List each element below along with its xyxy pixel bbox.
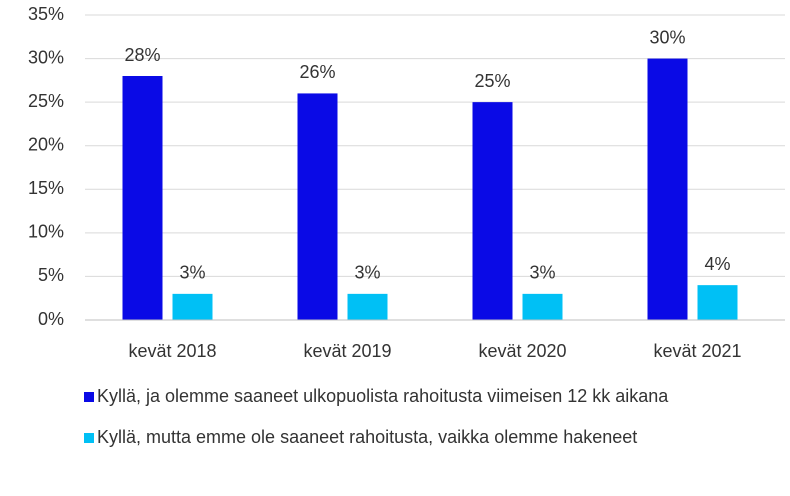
y-tick-label: 20% [28, 134, 64, 154]
y-tick-label: 10% [28, 222, 64, 242]
y-tick-label: 0% [38, 309, 64, 329]
data-label: 4% [704, 254, 730, 274]
chart: 0% 5% 10% 15% 20% 25% 30% 35% kevät 2018 28% 3% kev… [28, 4, 785, 361]
y-tick-label: 25% [28, 91, 64, 111]
data-label: 25% [474, 71, 510, 91]
bar [522, 293, 563, 320]
y-tick-label: 30% [28, 47, 64, 67]
x-tick-label: kevät 2021 [653, 341, 741, 361]
legend-label: Kyllä, ja olemme saaneet ulkopuolista ra… [97, 386, 669, 406]
x-tick-label: kevät 2018 [128, 341, 216, 361]
legend-item: Kyllä, mutta emme ole saaneet rahoitusta… [84, 425, 764, 450]
x-tick-label: kevät 2019 [303, 341, 391, 361]
bar [172, 293, 213, 320]
data-label: 28% [124, 45, 160, 65]
data-label: 3% [529, 263, 555, 283]
bar [122, 76, 163, 320]
bar [297, 93, 338, 320]
bar [347, 293, 388, 320]
y-tick-label: 15% [28, 178, 64, 198]
y-tick-label: 35% [28, 4, 64, 24]
bar [647, 58, 688, 320]
bar [472, 102, 513, 321]
x-tick-label: kevät 2020 [478, 341, 566, 361]
legend-item: Kyllä, ja olemme saaneet ulkopuolista ra… [84, 384, 764, 409]
data-label: 30% [649, 27, 685, 47]
bar [697, 285, 738, 320]
y-tick-label: 5% [38, 265, 64, 285]
legend-label: Kyllä, mutta emme ole saaneet rahoitusta… [97, 427, 638, 447]
data-label: 3% [179, 263, 205, 283]
legend-swatch [84, 433, 94, 443]
data-label: 26% [299, 62, 335, 82]
data-label: 3% [354, 263, 380, 283]
legend: Kyllä, ja olemme saaneet ulkopuolista ra… [84, 384, 764, 466]
legend-swatch [84, 392, 94, 402]
